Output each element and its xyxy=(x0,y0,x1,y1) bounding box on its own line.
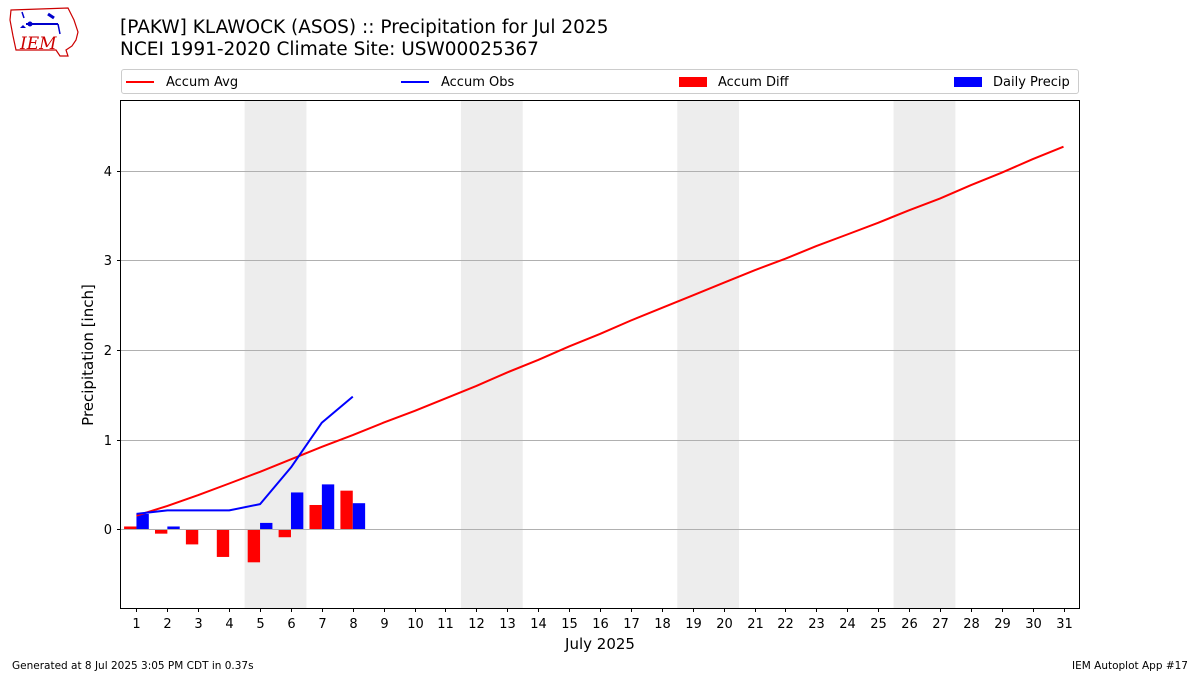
bar-accum-diff xyxy=(247,529,261,563)
x-axis-label: July 2025 xyxy=(564,635,635,653)
x-tick-label: 12 xyxy=(468,617,485,632)
x-tick-label: 6 xyxy=(287,617,295,632)
x-tick-label: 27 xyxy=(932,617,949,632)
x-tick-label: 31 xyxy=(1056,617,1073,632)
x-tick-label: 13 xyxy=(499,617,516,632)
weekend-band xyxy=(677,101,740,608)
x-tick-label: 2 xyxy=(163,617,171,632)
y-tick-label: 3 xyxy=(104,254,112,269)
x-tick-label: 21 xyxy=(747,617,764,632)
x-tick-label: 3 xyxy=(194,617,202,632)
x-tick-label: 19 xyxy=(685,617,702,632)
weekend-band xyxy=(893,101,956,608)
bar-accum-diff xyxy=(185,529,199,545)
weekend-band xyxy=(460,101,523,608)
x-tick-label: 28 xyxy=(963,617,980,632)
weekend-shading xyxy=(244,101,956,608)
x-axis-ticks: 1 2 3 4 5 6 7 8 9 10 11 12 13 14 15 16 17 18 19 20 21 22 23 24 2… xyxy=(132,608,1073,632)
footer-app: IEM Autoplot App #17 xyxy=(1072,660,1188,672)
bar-daily-precip xyxy=(321,484,335,530)
line-accum-obs xyxy=(136,395,354,515)
title-line-2: NCEI 1991-2020 Climate Site: USW00025367 xyxy=(120,39,539,60)
x-tick-label: 25 xyxy=(870,617,887,632)
legend-item-daily-precip: Daily Precip xyxy=(954,74,1070,90)
y-tick-label: 4 xyxy=(104,165,112,180)
bars xyxy=(121,484,1079,563)
legend-label-daily-precip: Daily Precip xyxy=(993,74,1070,90)
y-axis-label: Precipitation [inch] xyxy=(79,284,97,426)
x-tick-label: 11 xyxy=(437,617,454,632)
x-tick-label: 15 xyxy=(561,617,578,632)
x-tick-label: 9 xyxy=(380,617,388,632)
x-tick-label: 10 xyxy=(407,617,424,632)
bar-accum-diff xyxy=(216,529,230,557)
bar-accum-diff xyxy=(124,526,137,530)
footer-generated: Generated at 8 Jul 2025 3:05 PM CDT in 0… xyxy=(12,660,254,672)
bar-daily-precip xyxy=(167,526,180,530)
x-tick-label: 22 xyxy=(777,617,794,632)
x-tick-label: 16 xyxy=(592,617,609,632)
legend-swatch-accum-diff xyxy=(679,77,707,87)
lines xyxy=(136,145,1064,517)
x-tick-label: 4 xyxy=(225,617,233,632)
logo-text: IEM xyxy=(20,34,57,54)
bar-accum-diff xyxy=(340,490,353,530)
y-tick-label: 1 xyxy=(104,434,112,449)
bar-accum-diff xyxy=(278,529,291,538)
y-tick-label: 2 xyxy=(104,344,112,359)
title-line-1: [PAKW] KLAWOCK (ASOS) :: Precipitation f… xyxy=(120,17,609,38)
bar-daily-precip xyxy=(136,513,149,530)
legend-swatch-accum-avg xyxy=(126,81,154,83)
x-tick-label: 18 xyxy=(654,617,671,632)
legend-label-accum-diff: Accum Diff xyxy=(718,74,789,90)
legend-label-accum-avg: Accum Avg xyxy=(166,74,239,90)
x-tick-label: 8 xyxy=(349,617,357,632)
bar-accum-diff xyxy=(154,529,168,534)
legend-item-accum-obs: Accum Obs xyxy=(401,74,514,90)
iem-logo: IEM xyxy=(8,6,80,58)
line-accum-avg xyxy=(136,145,1064,517)
x-tick-label: 17 xyxy=(623,617,640,632)
legend-swatch-accum-obs xyxy=(401,81,429,83)
x-tick-label: 20 xyxy=(716,617,733,632)
x-tick-label: 24 xyxy=(839,617,856,632)
bar-daily-precip xyxy=(352,503,366,530)
x-tick-label: 7 xyxy=(318,617,326,632)
x-tick-label: 29 xyxy=(994,617,1011,632)
bar-daily-precip xyxy=(290,492,304,530)
bar-accum-diff xyxy=(309,504,322,530)
chart-title: [PAKW] KLAWOCK (ASOS) :: Precipitation f… xyxy=(120,17,608,61)
legend-item-accum-avg: Accum Avg xyxy=(126,74,238,90)
x-tick-label: 14 xyxy=(530,617,547,632)
y-tick-label: 0 xyxy=(104,523,112,538)
bar-daily-precip xyxy=(260,522,273,530)
y-axis-ticks: 0 1 2 3 4 xyxy=(104,165,121,538)
legend-item-accum-diff: Accum Diff xyxy=(679,74,789,90)
x-tick-label: 30 xyxy=(1025,617,1042,632)
legend-label-accum-obs: Accum Obs xyxy=(441,74,515,90)
x-tick-label: 5 xyxy=(256,617,264,632)
legend-swatch-daily-precip xyxy=(954,77,982,87)
legend: Accum Avg Accum Obs Accum Diff Daily Pre… xyxy=(121,69,1079,94)
x-tick-label: 23 xyxy=(808,617,825,632)
x-tick-label: 1 xyxy=(132,617,140,632)
x-tick-label: 26 xyxy=(901,617,918,632)
